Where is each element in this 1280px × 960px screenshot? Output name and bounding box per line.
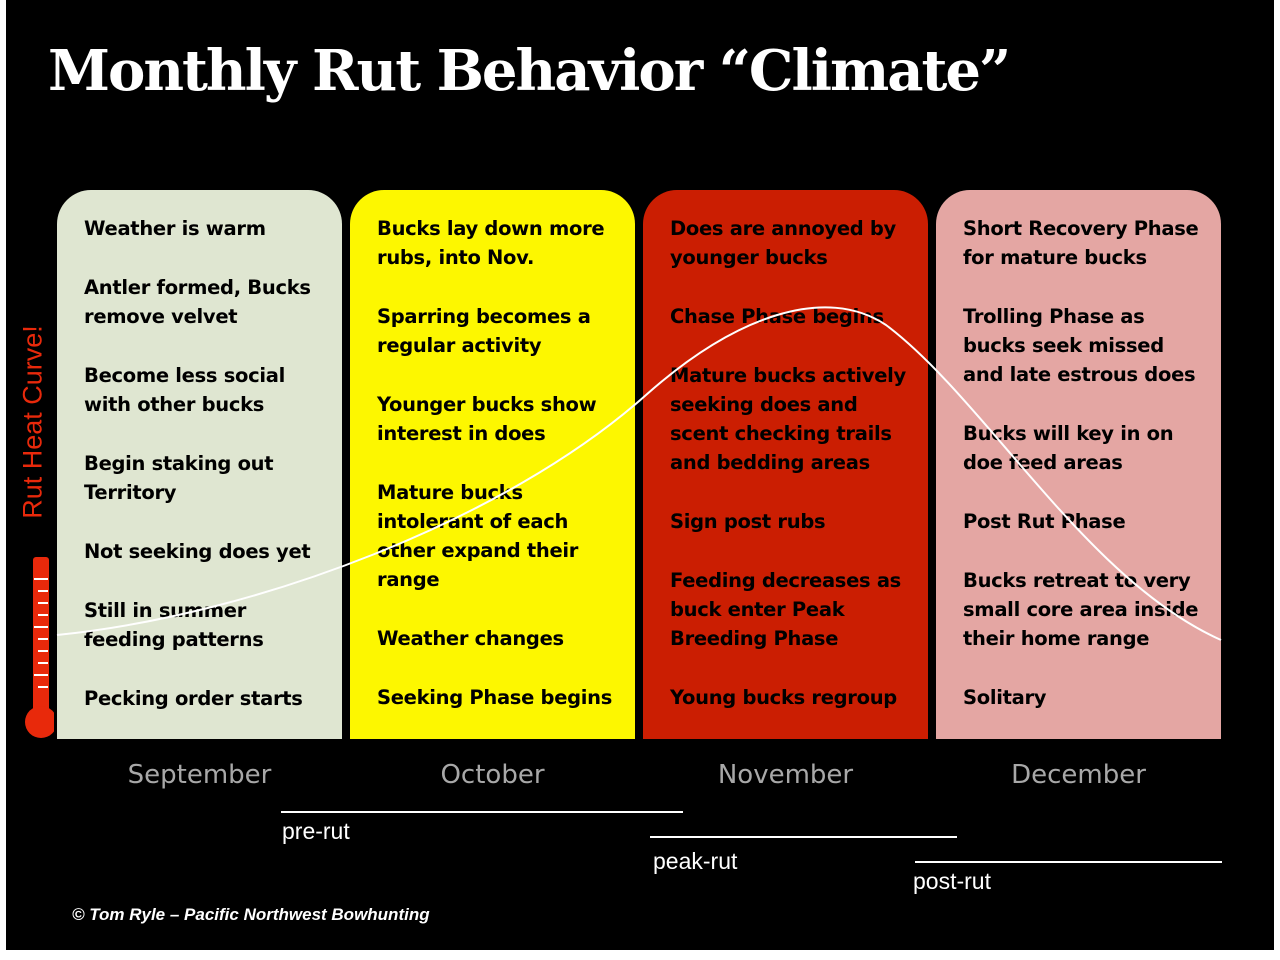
list-item: Bucks retreat to very small core area in… [963, 569, 1199, 650]
copyright-notice: © Tom Ryle – Pacific Northwest Bowhuntin… [72, 905, 430, 924]
panel-december: Short Recovery Phase for mature bucks Tr… [936, 190, 1221, 739]
list-item: Weather is warm [84, 217, 266, 240]
post-rut-label: post-rut [913, 868, 991, 894]
post-rut-line [915, 861, 1222, 863]
list-item: Antler formed, Bucks remove velvet [84, 276, 311, 328]
pre-rut-line [281, 811, 683, 813]
list-item: Younger bucks show interest in does [377, 393, 597, 445]
list-item: Begin staking out Territory [84, 452, 274, 504]
list-item: Chase Phase begins [670, 305, 884, 328]
list-item: Solitary [963, 686, 1047, 709]
peak-rut-label: peak-rut [653, 848, 738, 874]
slide-title: Monthly Rut Behavior “Climate” [48, 38, 1011, 104]
month-label-november: November [717, 760, 854, 790]
list-item: Sparring becomes a regular activity [377, 305, 591, 357]
peak-rut-line [650, 836, 957, 838]
list-item: Short Recovery Phase for mature bucks [963, 217, 1199, 269]
list-item: Bucks lay down more rubs, into Nov. [377, 217, 605, 269]
list-item: Young bucks regroup [670, 686, 897, 709]
panel-november: Does are annoyed by younger bucks Chase … [643, 190, 928, 739]
list-item: Weather changes [377, 627, 564, 650]
list-item: Sign post rubs [670, 510, 826, 533]
rut-heat-curve-label: Rut Heat Curve! [17, 325, 48, 519]
list-item: Mature bucks intolerant of each other ex… [377, 481, 579, 591]
panel-october: Bucks lay down more rubs, into Nov. Spar… [350, 190, 635, 739]
list-item: Seeking Phase begins [377, 686, 613, 709]
list-item: Not seeking does yet [84, 540, 311, 563]
month-label-september: September [127, 760, 272, 790]
month-label-december: December [1011, 760, 1146, 790]
thermometer-icon [25, 557, 54, 738]
pre-rut-label: pre-rut [282, 818, 350, 844]
panel-september: Weather is warm Antler formed, Bucks rem… [57, 190, 342, 739]
list-item: Post Rut Phase [963, 510, 1126, 533]
list-item: Mature bucks actively seeking does and s… [670, 364, 906, 474]
list-item: Trolling Phase as bucks seek missed and … [963, 305, 1196, 386]
month-label-october: October [440, 760, 545, 790]
slide: Monthly Rut Behavior “Climate” Weather i… [6, 0, 1274, 950]
list-item: Does are annoyed by younger bucks [670, 217, 896, 269]
list-item: Bucks will key in on doe feed areas [963, 422, 1174, 474]
list-item: Still in summer feeding patterns [84, 599, 264, 651]
list-item: Pecking order starts [84, 687, 303, 710]
list-item: Become less social with other bucks [84, 364, 285, 416]
list-item: Feeding decreases as buck enter Peak Bre… [670, 569, 901, 650]
